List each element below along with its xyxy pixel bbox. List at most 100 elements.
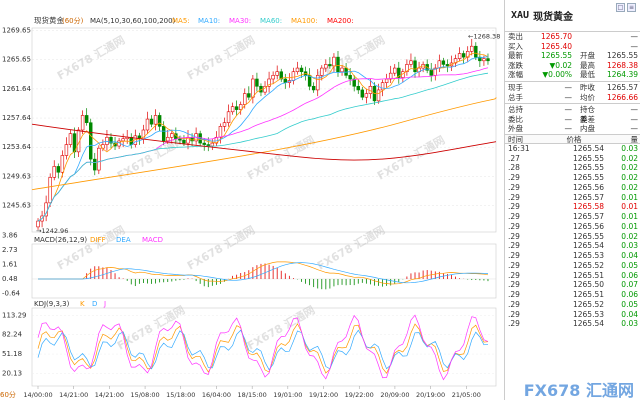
candle-body[interactable] [413,60,417,73]
candle-body[interactable] [166,136,170,142]
candle-body[interactable] [478,56,482,62]
candle-body[interactable] [336,56,340,73]
tick-row[interactable]: .27 1265.55 0.02 [505,154,640,164]
candle-body[interactable] [486,58,490,62]
candle-body[interactable] [299,67,304,73]
tick-row[interactable]: .29 1265.55 0.02 [505,232,640,242]
candle-body[interactable] [267,78,271,87]
candle-body[interactable] [279,71,283,80]
tick-row[interactable]: .29 1265.57 0.01 [505,193,640,203]
candle-body[interactable] [482,58,486,62]
candle-body[interactable] [121,138,125,142]
candle-body[interactable] [409,60,413,65]
candle-body[interactable] [97,147,101,171]
candle-body[interactable] [48,177,52,204]
candle-body[interactable] [226,111,231,124]
candle-body[interactable] [457,53,462,59]
tick-row[interactable]: .29 1265.52 0.05 [505,261,640,271]
candle-body[interactable] [332,56,336,67]
candle-body[interactable] [218,126,223,138]
candle-body[interactable] [182,139,186,144]
candle-body[interactable] [234,106,239,110]
candle-body[interactable] [153,115,158,125]
candle-body[interactable] [210,142,215,147]
candle-body[interactable] [243,93,247,105]
candle-body[interactable] [190,136,194,142]
tick-table[interactable]: 16:31 1265.54 0.03 .27 1265.55 0.02 .28 1265.55… [505,144,640,329]
candle-body[interactable] [202,142,206,145]
candle-body[interactable] [393,67,397,74]
candle-body[interactable] [149,118,154,125]
candle-body[interactable] [328,64,332,67]
candle-body[interactable] [93,158,97,171]
candle-body[interactable] [320,67,324,76]
candle-body[interactable] [89,122,93,160]
candle-body[interactable] [275,71,279,76]
candle-body[interactable] [397,67,401,78]
candle-body[interactable] [352,78,356,87]
tick-row[interactable]: .29 1265.53 0.04 [505,251,640,261]
candle-body[interactable] [364,93,369,98]
candle-body[interactable] [170,133,174,138]
tick-row[interactable]: .29 1265.53 0.04 [505,310,640,320]
candle-body[interactable] [113,142,117,147]
candle-body[interactable] [222,122,227,127]
candle-body[interactable] [161,126,166,142]
tick-row[interactable]: 16:31 1265.54 0.03 [505,144,640,154]
candle-body[interactable] [388,72,393,80]
candle-body[interactable] [324,64,328,69]
candle-body[interactable] [56,166,61,173]
candle-body[interactable] [356,85,360,91]
menu-icon[interactable]: ≡ [627,3,636,12]
candle-body[interactable] [307,75,312,87]
candle-body[interactable] [384,78,389,83]
candle-body[interactable] [145,118,150,131]
tick-row[interactable]: .29 1265.51 0.06 [505,290,640,300]
candle-body[interactable] [340,67,344,73]
candle-body[interactable] [405,64,409,73]
candle-body[interactable] [295,67,300,73]
tick-row[interactable]: .29 1265.54 0.03 [505,319,640,329]
candle-body[interactable] [429,69,433,76]
candle-body[interactable] [348,75,352,80]
price-chart-area[interactable]: 1269.65 1265.65 1261.64 1257.64 1253.64 1249.… [0,0,500,400]
tick-row[interactable]: .29 1265.56 0.01 [505,222,640,232]
candle-body[interactable] [376,89,381,102]
candle-body[interactable] [64,144,69,156]
tick-row[interactable]: .29 1265.52 0.05 [505,300,640,310]
candle-body[interactable] [316,75,320,91]
candle-body[interactable] [461,53,466,58]
candle-body[interactable] [470,45,474,52]
tick-row[interactable]: .28 1265.55 0.02 [505,163,640,173]
expand-icon[interactable]: □ [616,3,625,12]
candle-body[interactable] [445,64,450,67]
candle-body[interactable] [230,106,235,113]
candle-body[interactable] [360,89,365,98]
candle-body[interactable] [157,115,162,127]
candle-body[interactable] [311,85,316,91]
candle-body[interactable] [60,155,65,173]
tick-row[interactable]: .29 1265.57 0.01 [505,212,640,222]
price-chart-svg[interactable]: 1269.65 1265.65 1261.64 1257.64 1253.64 1249.… [0,0,500,400]
candle-body[interactable] [109,136,113,144]
candle-body[interactable] [178,138,182,141]
tick-row[interactable]: .29 1265.58 0.01 [505,202,640,212]
tick-row[interactable]: .29 1265.56 0.02 [505,183,640,193]
candle-body[interactable] [84,115,89,124]
candle-body[interactable] [251,78,255,98]
candle-body[interactable] [238,104,243,110]
candle-body[interactable] [380,82,385,91]
candle-body[interactable] [474,45,478,58]
candle-body[interactable] [291,71,296,81]
candle-body[interactable] [186,136,190,144]
tick-row[interactable]: .29 1265.50 0.07 [505,280,640,290]
candle-body[interactable] [80,115,85,131]
period-tag[interactable]: 60分 [0,391,16,399]
tick-row[interactable]: .29 1265.51 0.06 [505,271,640,281]
candle-body[interactable] [441,60,446,65]
candle-body[interactable] [453,58,458,64]
candle-body[interactable] [255,78,259,87]
candle-body[interactable] [52,166,56,178]
tick-row[interactable]: .29 1265.55 0.02 [505,173,640,183]
tick-row[interactable]: .29 1265.54 0.03 [505,241,640,251]
